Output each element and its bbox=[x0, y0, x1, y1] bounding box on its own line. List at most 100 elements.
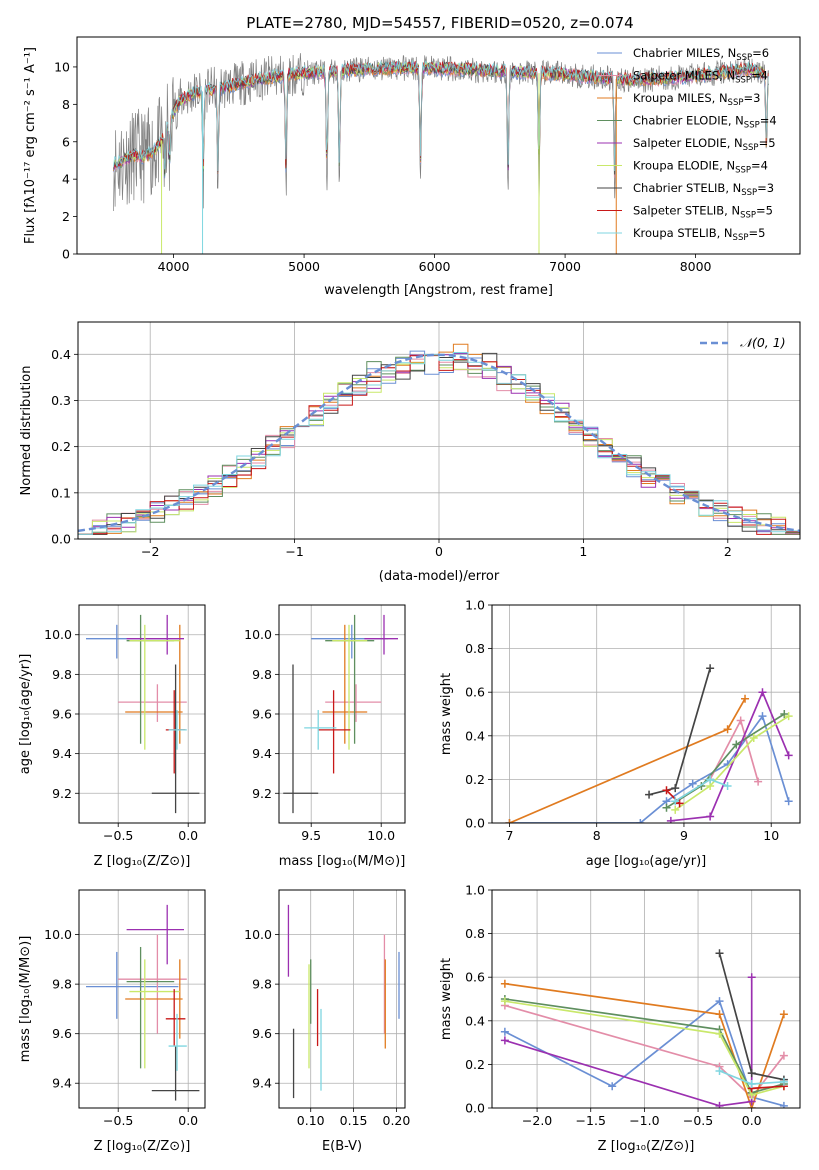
y-tick-label: 9.6 bbox=[252, 1026, 272, 1041]
y-tick-label: 0 bbox=[62, 247, 70, 262]
data-point bbox=[779, 1077, 788, 1086]
x-tick-label: 0.0 bbox=[178, 1113, 198, 1128]
data-point bbox=[784, 712, 793, 721]
y-tick-label: 10.0 bbox=[44, 627, 72, 642]
x-tick-label: 6000 bbox=[419, 259, 451, 274]
chart-age-vs-mass: 9.5 10.0 9.2 9.4 9.6 9.8 10.0 mass [log₁₀(M/M⊙)… bbox=[244, 604, 406, 869]
legend-sub: SSP bbox=[733, 233, 749, 243]
plot-area bbox=[86, 614, 200, 814]
legend-label: Salpeter ELODIE, N bbox=[633, 136, 743, 150]
y-tick-label: 9.6 bbox=[52, 707, 72, 722]
y-tick-label: 9.8 bbox=[252, 667, 272, 682]
data-point bbox=[706, 664, 715, 673]
data-point bbox=[500, 1027, 509, 1036]
legend-suffix: =3 bbox=[743, 91, 760, 105]
x-tick-label: 8000 bbox=[680, 259, 712, 274]
data-point bbox=[715, 1029, 724, 1038]
data-point bbox=[779, 1051, 788, 1060]
data-point bbox=[715, 1066, 724, 1075]
x-tick-label: 9.5 bbox=[301, 828, 321, 843]
x-tick-label: 0.0 bbox=[178, 828, 198, 843]
legend-entry: Salpeter MILES, NSSP=4 bbox=[633, 69, 768, 86]
chart-mass-vs-ebv: 0.10 0.15 0.20 9.4 9.6 9.8 10.0 E(B-V) bbox=[244, 889, 410, 1154]
data-point bbox=[500, 1036, 509, 1045]
legend-suffix: =5 bbox=[759, 136, 776, 150]
y-tick-label: 10 bbox=[54, 59, 70, 74]
legend: 𝒩(0, 1) bbox=[700, 335, 786, 350]
plot-area bbox=[500, 949, 788, 1108]
y-tick-label: 9.4 bbox=[252, 1076, 272, 1091]
x-tick-label: 8 bbox=[593, 828, 601, 843]
y-tick-label: 9.2 bbox=[252, 786, 272, 801]
data-point bbox=[500, 979, 509, 988]
series-c3 bbox=[509, 698, 746, 823]
legend-sub: SSP bbox=[740, 211, 756, 221]
data-point bbox=[636, 819, 645, 823]
data-point bbox=[662, 786, 671, 795]
data-point bbox=[723, 725, 732, 734]
y-tick-label: 0.1 bbox=[51, 485, 71, 500]
y-tick-label: 2 bbox=[62, 209, 70, 224]
legend-suffix: =4 bbox=[760, 114, 777, 128]
legend-entry: Salpeter STELIB, NSSP=5 bbox=[633, 204, 773, 221]
y-tick-label: 0.0 bbox=[465, 1101, 485, 1116]
legend-sub: SSP bbox=[744, 121, 760, 131]
x-axis-label: mass [log₁₀(M/M⊙)] bbox=[279, 854, 406, 869]
legend-suffix: =5 bbox=[748, 226, 765, 240]
y-tick-label: 0.4 bbox=[465, 728, 485, 743]
y-tick-label: 9.4 bbox=[52, 1076, 72, 1091]
legend-sub: SSP bbox=[735, 166, 751, 176]
legend-entry: Chabrier MILES, NSSP=6 bbox=[633, 46, 769, 63]
y-tick-label: 9.4 bbox=[252, 746, 272, 761]
x-tick-label: 1 bbox=[579, 544, 587, 559]
data-point bbox=[671, 784, 680, 793]
x-tick-label: 4000 bbox=[158, 259, 190, 274]
data-point bbox=[784, 797, 793, 806]
plot-area bbox=[78, 343, 800, 535]
y-tick-label: 0.8 bbox=[465, 641, 485, 656]
y-tick-label: 0.4 bbox=[51, 347, 71, 362]
legend-label: Chabrier ELODIE, N bbox=[633, 114, 744, 128]
data-point bbox=[671, 797, 680, 806]
y-tick-label: 9.4 bbox=[52, 746, 72, 761]
y-tick-label: 10.0 bbox=[244, 627, 272, 642]
legend-suffix: =3 bbox=[757, 181, 774, 195]
data-point bbox=[754, 777, 763, 786]
histogram-c8 bbox=[78, 354, 800, 535]
x-tick-label: 7000 bbox=[549, 259, 581, 274]
legend-sub: SSP bbox=[736, 53, 752, 63]
legend-suffix: =4 bbox=[751, 159, 768, 173]
data-point bbox=[715, 1010, 724, 1019]
data-point bbox=[671, 805, 680, 814]
y-axis-label: mass weight bbox=[439, 673, 454, 755]
legend-label: Salpeter STELIB, N bbox=[633, 204, 740, 218]
x-tick-label: −2 bbox=[141, 544, 159, 559]
x-tick-label: 0 bbox=[435, 544, 443, 559]
legend-entry: Kroupa ELODIE, NSSP=4 bbox=[633, 159, 768, 176]
data-point bbox=[747, 1069, 756, 1078]
plot-area bbox=[287, 904, 400, 1099]
data-point bbox=[758, 688, 767, 697]
data-point bbox=[732, 740, 741, 749]
x-axis-label: Z [log₁₀(Z/Z⊙)] bbox=[598, 1139, 695, 1154]
y-tick-label: 0.2 bbox=[465, 772, 485, 787]
legend-label: Kroupa MILES, N bbox=[633, 91, 728, 105]
legend-suffix: =6 bbox=[752, 46, 769, 60]
y-axis-label: age [log₁₀(age/yr)] bbox=[18, 654, 33, 775]
data-point bbox=[715, 949, 724, 958]
chart-massweight-vs-age: 7 8 9 10 0.0 0.2 0.4 0.6 0.8 1.0 age [log₁₀(age/yr… bbox=[439, 598, 801, 869]
y-tick-label: 9.6 bbox=[252, 707, 272, 722]
x-tick-label: −1.5 bbox=[576, 1113, 606, 1128]
legend-suffix: =5 bbox=[756, 204, 773, 218]
legend-label: Chabrier STELIB, N bbox=[633, 181, 741, 195]
axes-frame bbox=[491, 889, 801, 1109]
data-point bbox=[747, 1080, 756, 1089]
x-tick-label: 10.0 bbox=[367, 828, 395, 843]
axes-frame bbox=[76, 36, 801, 255]
series-c6 bbox=[504, 1000, 785, 1096]
figure-title: PLATE=2780, MJD=54557, FIBERID=0520, z=0… bbox=[246, 14, 633, 32]
data-point bbox=[780, 710, 789, 718]
y-tick-label: 10.0 bbox=[244, 927, 272, 942]
series-c5 bbox=[504, 977, 753, 1107]
x-axis-label: Z [log₁₀(Z/Z⊙)] bbox=[94, 1139, 191, 1154]
